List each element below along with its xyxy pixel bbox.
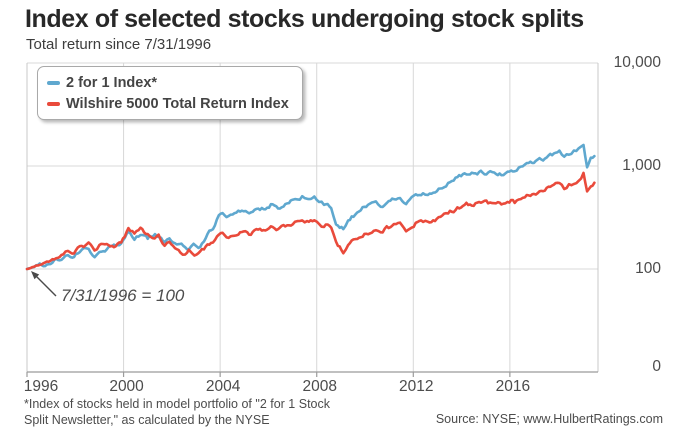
footnote-line: *Index of stocks held in model portfolio… [24, 397, 330, 411]
legend-label: Wilshire 5000 Total Return Index [66, 95, 289, 112]
x-axis-label: 1996 [23, 378, 59, 395]
y-axis-label: 0 [652, 358, 661, 375]
chart-subtitle: Total return since 7/31/1996 [26, 36, 212, 53]
page-title: Index of selected stocks undergoing stoc… [25, 5, 584, 33]
y-axis-label: 100 [635, 260, 661, 277]
series-dash-icon [47, 80, 60, 85]
legend: 2 for 1 Index* Wilshire 5000 Total Retur… [37, 66, 303, 120]
series-line-wilshire [25, 171, 596, 271]
footnote-line: Split Newsletter," as calculated by the … [24, 412, 270, 427]
x-axis-label: 2012 [399, 378, 434, 395]
annotation-arrow-head-icon [31, 271, 40, 280]
x-axis-label: 2016 [495, 378, 531, 395]
legend-item-wilshire: Wilshire 5000 Total Return Index [47, 93, 289, 114]
legend-label: 2 for 1 Index* [66, 74, 158, 91]
legend-item-2for1: 2 for 1 Index* [47, 72, 289, 93]
annotation-base-value: 7/31/1996 = 100 [61, 286, 185, 305]
x-axis-label: 2008 [302, 378, 337, 395]
series-dash-icon [47, 101, 60, 106]
footnote: *Index of stocks held in model portfolio… [24, 397, 444, 428]
series-line-2for1 [25, 143, 596, 271]
annotation-arrow-line [35, 275, 57, 297]
y-axis-label: 1,000 [622, 157, 661, 174]
x-axis-label: 2004 [205, 378, 241, 395]
x-axis-label: 2000 [109, 378, 144, 395]
y-axis-label: 10,000 [613, 54, 661, 71]
source-credit: Source: NYSE; www.HulbertRatings.com [435, 412, 663, 426]
